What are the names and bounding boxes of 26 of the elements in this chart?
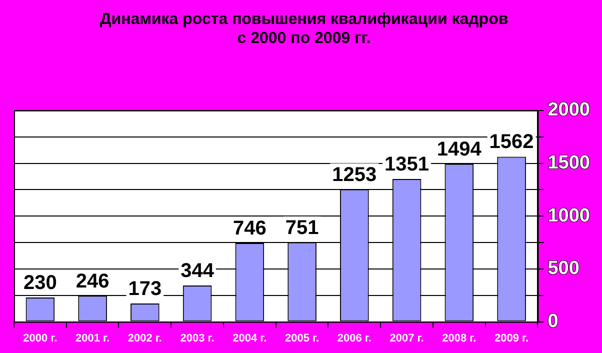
x-tick-label: 2005 г.: [285, 332, 320, 344]
x-tick-label: 2004 г.: [232, 332, 267, 344]
x-tick-label: 2008 г.: [442, 332, 476, 344]
data-label: 1253: [332, 164, 377, 186]
data-label: 746: [232, 217, 266, 240]
data-label: 230: [24, 272, 57, 294]
data-label: 751: [285, 216, 319, 239]
data-label: 1351: [384, 154, 430, 176]
data-label: 1494: [436, 138, 482, 160]
x-tick-label: 2009 г.: [494, 332, 529, 344]
y-tick-label: 0: [548, 311, 558, 332]
y-tick-label: 1500: [548, 152, 590, 174]
x-tick-label: 2002 г.: [128, 332, 162, 344]
y-tick-label: 1000: [548, 205, 590, 226]
y-tick-label: 2000: [548, 100, 590, 121]
x-tick-label: 2003 г.: [180, 332, 214, 344]
data-label: 1562: [489, 131, 534, 154]
x-tick-label: 2000 г.: [23, 332, 58, 344]
data-label: 173: [128, 278, 162, 300]
chart-title: Динамика роста повышения квалификации кадров с 2000 по 2009 гг.: [100, 11, 508, 48]
x-tick-label: 2006 г.: [337, 332, 372, 344]
data-label: 344: [180, 260, 215, 282]
data-label: 246: [76, 270, 110, 292]
x-tick-label: 2001 г.: [76, 332, 110, 344]
x-tick-label: 2007 г.: [390, 332, 424, 344]
y-tick-label: 500: [548, 258, 580, 280]
